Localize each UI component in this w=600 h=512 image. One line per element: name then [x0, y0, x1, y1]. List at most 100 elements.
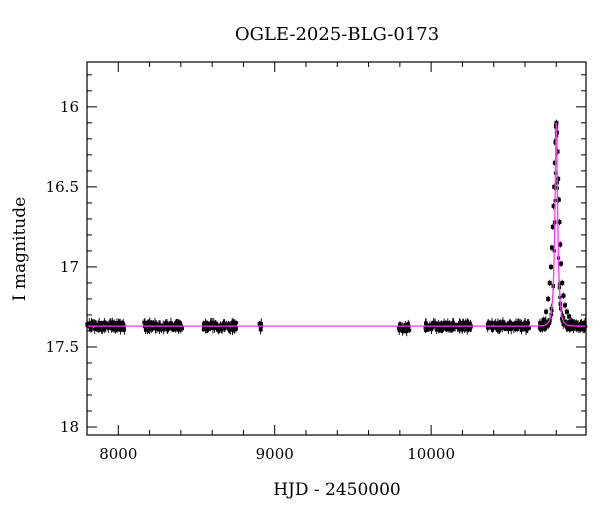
y-axis-label: I magnitude — [10, 197, 30, 301]
data-point — [552, 184, 557, 189]
data-point — [485, 322, 490, 327]
data-point — [93, 327, 97, 331]
data-point — [455, 325, 460, 329]
data-point — [517, 322, 521, 326]
data-point — [454, 323, 458, 328]
data-point — [115, 322, 119, 327]
data-point — [494, 321, 498, 325]
data-point — [202, 326, 206, 330]
y-tick-label: 17.5 — [46, 338, 79, 356]
data-point — [550, 224, 555, 229]
data-point — [555, 149, 560, 154]
data-point — [579, 321, 584, 325]
data-point — [424, 321, 428, 325]
data-point — [537, 326, 541, 330]
data-point — [518, 326, 522, 330]
data-point — [582, 325, 587, 330]
data-point — [109, 323, 113, 327]
data-point — [205, 322, 210, 326]
data-point — [461, 327, 465, 331]
data-point — [571, 322, 575, 326]
data-point — [433, 323, 437, 327]
data-point — [101, 328, 105, 332]
data-point — [540, 320, 544, 325]
data-point — [520, 328, 524, 332]
data-point — [512, 322, 516, 326]
data-point — [576, 323, 580, 327]
data-point — [147, 321, 151, 325]
data-point — [558, 261, 563, 266]
axis-ticks: 8000 9000 10000 16 16.5 17 17.5 18 — [46, 62, 586, 463]
data-point — [429, 328, 434, 332]
data-point — [107, 326, 111, 330]
data-point — [97, 321, 101, 325]
data-point — [402, 325, 406, 329]
data-point — [575, 327, 579, 332]
data-point — [525, 326, 529, 330]
data-point — [560, 319, 564, 323]
data-point — [451, 328, 455, 332]
data-point — [430, 326, 435, 330]
data-point — [220, 327, 224, 331]
data-point — [110, 326, 115, 331]
data-point — [558, 242, 563, 247]
x-tick-label: 10000 — [407, 445, 455, 463]
data-point — [143, 328, 148, 332]
data-point — [103, 322, 107, 326]
data-point — [88, 325, 92, 329]
data-point — [561, 321, 565, 325]
data-point — [146, 326, 151, 331]
data-point — [567, 320, 571, 324]
data-point — [108, 320, 112, 324]
data-point — [526, 321, 531, 325]
data-point — [212, 326, 216, 330]
data-point — [446, 322, 451, 326]
data-point — [583, 320, 587, 325]
x-tick-label: 9000 — [256, 445, 294, 463]
plot-frame — [86, 61, 587, 436]
data-point — [93, 320, 97, 324]
data-point — [259, 321, 263, 326]
data-point — [436, 322, 440, 326]
data-point — [221, 323, 225, 328]
data-point — [543, 320, 547, 324]
data-point — [121, 326, 126, 330]
data-point — [564, 324, 568, 328]
data-point — [94, 325, 99, 329]
data-point — [222, 326, 226, 330]
data-point — [465, 328, 469, 332]
data-point — [566, 325, 570, 330]
y-tick-label: 17 — [60, 258, 79, 276]
data-point — [96, 328, 100, 332]
data-point — [166, 326, 171, 330]
data-point — [499, 322, 503, 326]
data-point — [571, 327, 576, 331]
data-point — [440, 327, 444, 331]
data-point — [163, 321, 167, 325]
data-point — [551, 204, 556, 209]
data-point — [228, 328, 232, 332]
data-point — [434, 328, 438, 332]
data-point — [520, 323, 524, 328]
data-point — [468, 323, 473, 327]
data-point — [168, 323, 172, 327]
data-point — [548, 264, 553, 269]
data-point — [539, 325, 543, 329]
data-point — [556, 197, 561, 202]
data-point — [448, 325, 452, 329]
data-point — [444, 327, 448, 331]
data-point — [569, 319, 574, 324]
data-point — [490, 321, 494, 325]
data-point — [467, 326, 471, 330]
data-point — [429, 326, 433, 330]
data-point — [547, 280, 552, 285]
data-point — [157, 327, 161, 331]
data-point — [509, 320, 513, 324]
data-point — [208, 326, 213, 330]
data-point — [487, 323, 491, 327]
data-point — [213, 321, 217, 326]
data-point — [573, 322, 578, 327]
data-point — [439, 322, 443, 326]
data-point — [430, 321, 435, 325]
data-point — [234, 326, 238, 330]
